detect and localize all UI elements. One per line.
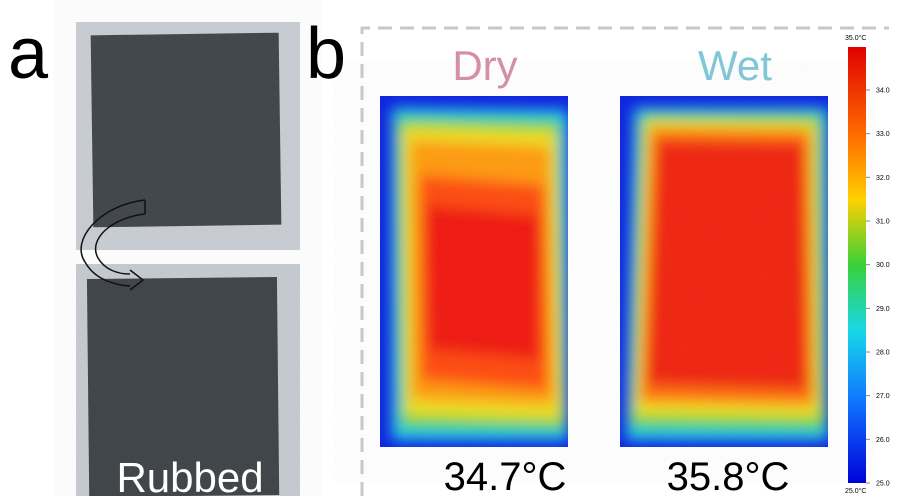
colorbar-label: 27.0 (876, 393, 890, 400)
colorbar-labels: 34.0 33.0 32.0 31.0 30.0 29.0 28.0 27.0 26.0 25.0 (866, 88, 890, 488)
texture (380, 96, 828, 447)
colorbar-label: 25.0°C (845, 487, 866, 495)
colorbar-label: 30.0 (876, 262, 890, 269)
figure: a Rubbed b Dry Wet 34.7°C 35.8°C (0, 0, 899, 496)
colorbar-label: 35.0°C (845, 34, 866, 42)
colorbar-label: 25.0 (876, 481, 890, 488)
panel-letter: a (8, 14, 49, 94)
colorbar-label: 33.0 (876, 131, 890, 138)
colorbar-label: 34.0 (876, 88, 890, 95)
colorbar (848, 47, 866, 483)
caption: Rubbed (116, 454, 263, 496)
image-label: Wet (698, 42, 772, 89)
temperature: 35.8°C (667, 455, 790, 496)
colorbar-label: 29.0 (876, 306, 890, 313)
colorbar-label: 26.0 (876, 437, 890, 444)
colorbar-label: 28.0 (876, 350, 890, 357)
panel-letter: b (306, 14, 346, 94)
colorbar-label: 32.0 (876, 175, 890, 182)
page: a Rubbed b Dry Wet 34.7°C 35.8°C (0, 0, 899, 496)
image-label: Dry (452, 42, 517, 89)
temperature: 34.7°C (444, 455, 567, 496)
colorbar-label: 31.0 (876, 219, 890, 226)
texture (76, 22, 300, 496)
